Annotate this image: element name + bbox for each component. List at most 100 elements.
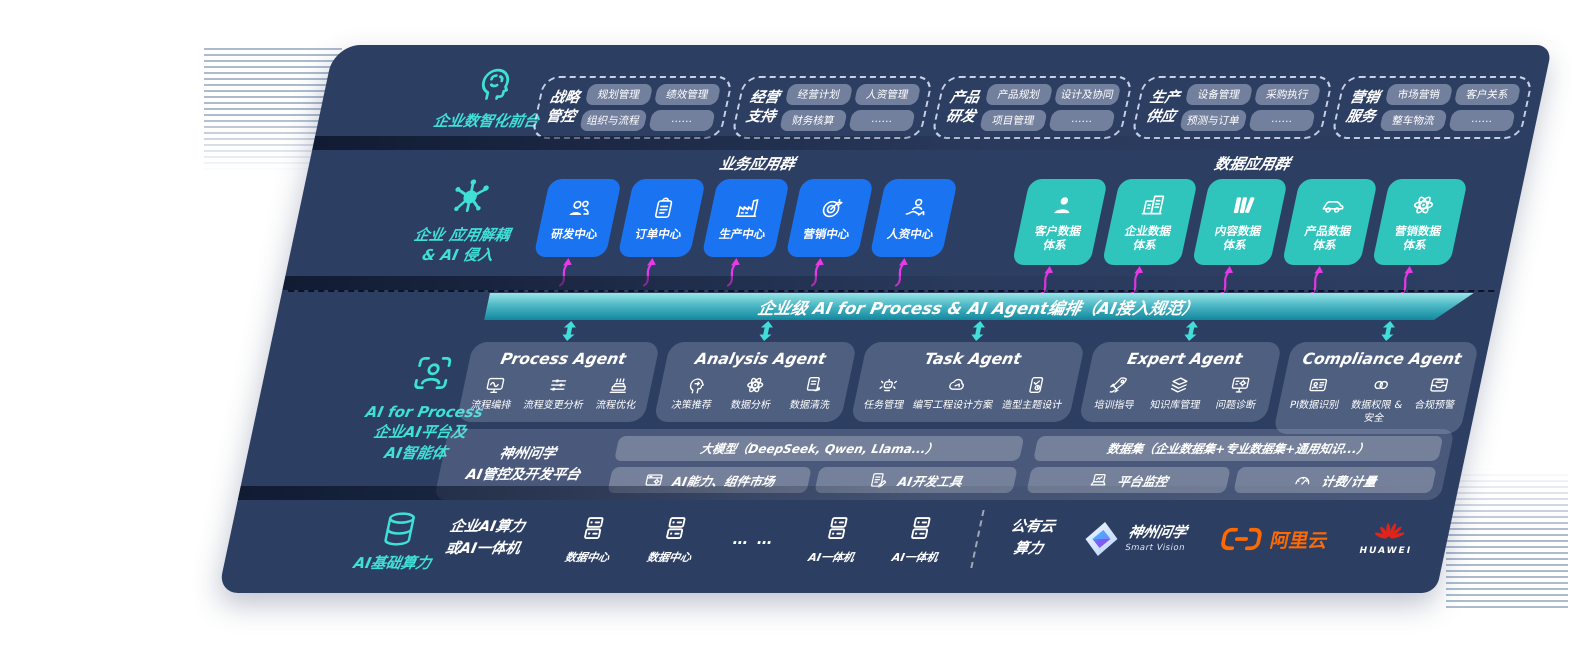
node-datacenter: 数据中心: [646, 513, 701, 565]
rocket-icon: [1105, 374, 1132, 396]
capability-pill: 市场营销: [1384, 84, 1453, 105]
dashed-divider: [970, 510, 985, 568]
atom-icon: [742, 374, 769, 396]
front-office-band: 企业数智化前台 战略 管控 规划管理 绩效管理 组织与流程 …… 经营 支持 经…: [312, 45, 1552, 149]
agent-card: Task Agent 任务管理 编写工程设计方案 造型主题设计: [850, 342, 1085, 422]
dataset-column: 数据集（企业数据集+专业数据集+通用知识...） 平台监控 计费/计量: [1026, 436, 1444, 493]
group-pills: 设备管理 采购执行 预测与订单 ……: [1179, 84, 1322, 131]
decoupling-side: 企业 应用解耦 & AI 侵入: [374, 174, 557, 266]
agent-title: Expert Agent: [1125, 350, 1245, 368]
cloud-nodes-icon: [944, 374, 971, 396]
agent-item-label: 决策推荐: [670, 400, 713, 411]
agent-item-label: 数据权限 & 安全: [1350, 400, 1404, 424]
data-tile: 客户数据 体系: [1011, 179, 1108, 265]
data-tiles: 客户数据 体系 企业数据 体系: [1005, 179, 1468, 295]
links-icon: [1368, 374, 1395, 396]
agent-item-label: 培训指导: [1093, 400, 1136, 411]
agent-items: 决策推荐 数据分析 数据清洗: [661, 374, 846, 413]
agent-item-label: PI数据识别: [1288, 400, 1340, 411]
scan-person-icon: [406, 351, 459, 395]
agent-item-label: 流程编排: [469, 400, 513, 411]
agent-card: Process Agent 流程编排 流程变更分析 流程优化: [456, 342, 661, 422]
tile-customer-data: 客户数据 体系: [1005, 179, 1108, 295]
agent-item: 编写工程设计方案: [911, 374, 999, 413]
monitor-wave-icon: [482, 374, 509, 396]
capability-pill: ……: [847, 110, 916, 131]
expert-agent: Expert Agent 培训指导 知识库管理 问题诊断: [1078, 321, 1287, 422]
agent-title: Process Agent: [499, 350, 628, 368]
app-tile: 人资中心: [869, 179, 958, 257]
agent-item-label: 任务管理: [862, 400, 905, 411]
capability-pill: 整车物流: [1379, 110, 1448, 131]
huawei-fan-icon: [1370, 522, 1409, 544]
ai-platform-band: AI for Process 企业AI平台及 AI智能体 Process Age…: [239, 321, 1494, 500]
data-tile: 产品数据 体系: [1281, 179, 1378, 265]
inbox-alert-icon: [1426, 374, 1453, 396]
head-idea-icon: [683, 374, 710, 396]
ai-bus-label: 企业级 AI for Process & AI Agent编排（AI接入规范）: [756, 298, 1202, 318]
smart-vision-logo: 神州问学 Smart Vision: [1079, 521, 1190, 557]
agent-item: 数据清洗: [788, 374, 836, 413]
node-label: AI一体机: [807, 551, 856, 564]
machine-icon: [607, 374, 634, 396]
tile-label: 订单中心: [633, 226, 683, 241]
monitoring-cell: 平台监控: [1026, 467, 1231, 493]
node-label: AI一体机: [890, 551, 940, 564]
person-icon: [1048, 192, 1080, 218]
ellipsis-label: … …: [731, 530, 777, 548]
model-bar: 大模型（DeepSeek, Qwen, Llama...）: [614, 436, 1025, 461]
group-title: 战略 管控: [544, 90, 581, 125]
tile-label: 营销中心: [801, 226, 851, 241]
agent-item-label: 数据清洗: [788, 400, 831, 411]
tile-label: 生产中心: [717, 226, 767, 241]
group-pills: 经营计划 人资管理 财务核算 ……: [779, 84, 922, 131]
band-shadow: [237, 486, 1459, 500]
server-icon: [657, 513, 693, 543]
agent-card: Expert Agent 培训指导 知识库管理 问题诊断: [1078, 342, 1283, 422]
data-tile: 企业数据 体系: [1101, 179, 1198, 265]
capability-pill: 人资管理: [853, 84, 922, 105]
vendor-sub: Smart Vision: [1124, 542, 1187, 553]
agent-item-label: 合规预警: [1413, 400, 1456, 411]
dashed-separator: [287, 290, 1495, 292]
teal-double-arrow-icon: [1381, 321, 1395, 341]
platform-name: 神州问学 AI管控及开发平台: [464, 446, 582, 483]
group-strategy: 战略 管控 规划管理 绩效管理 组织与流程 ……: [530, 76, 734, 139]
capability-pill: ……: [1447, 110, 1516, 131]
teal-double-arrow-icon: [759, 321, 774, 341]
tile-production-center: 生产中心: [695, 179, 790, 287]
group-title: 产品 研发: [944, 90, 981, 125]
agent-item-label: 流程优化: [594, 400, 637, 411]
public-cloud-label: 公有云 算力: [1009, 519, 1057, 557]
tile-label: 人资中心: [885, 226, 935, 241]
screen-gear-icon: [1227, 374, 1254, 396]
capability-pill: 客户关系: [1453, 84, 1522, 105]
capability-pill: 预测与订单: [1179, 110, 1248, 131]
brain-head-icon: [468, 60, 521, 104]
capability-pill: 设备管理: [1184, 84, 1253, 105]
diamond-logo-icon: [1079, 521, 1123, 557]
server-icon: [575, 513, 611, 543]
agent-item-label: 数据分析: [729, 400, 772, 411]
data-tile: 内容数据 体系: [1191, 179, 1288, 265]
capability-pill: 项目管理: [979, 110, 1048, 131]
group-product: 产品 研发 产品规划 设计及协同 项目管理 ……: [930, 76, 1134, 139]
tile-label: 内容数据 体系: [1213, 223, 1263, 252]
tile-content-data: 内容数据 体系: [1185, 179, 1288, 295]
window-gear-icon: [642, 470, 666, 490]
group-operation: 经营 支持 经营计划 人资管理 财务核算 ……: [730, 76, 934, 139]
agent-item: 决策推荐: [670, 374, 718, 413]
teal-double-arrow-icon: [971, 321, 986, 341]
capability-pill: ……: [647, 110, 716, 131]
front-office-label: 企业数智化前台: [431, 112, 541, 130]
huawei-logo: HUAWEI: [1358, 522, 1418, 556]
capability-pill: ……: [1247, 110, 1316, 131]
node-datacenter: 数据中心: [564, 513, 619, 565]
tile-label: 营销数据 体系: [1393, 223, 1443, 252]
agent-items: PI数据识别 数据权限 & 安全 合规预警: [1279, 374, 1467, 425]
decoupling-label: 企业 应用解耦 & AI 侵入: [412, 226, 512, 265]
id-card-icon: [1305, 374, 1332, 396]
agent-items: 任务管理 编写工程设计方案 造型主题设计: [858, 374, 1073, 413]
ai-bus-bar: 企业级 AI for Process & AI Agent编排（AI接入规范）: [484, 293, 1474, 320]
